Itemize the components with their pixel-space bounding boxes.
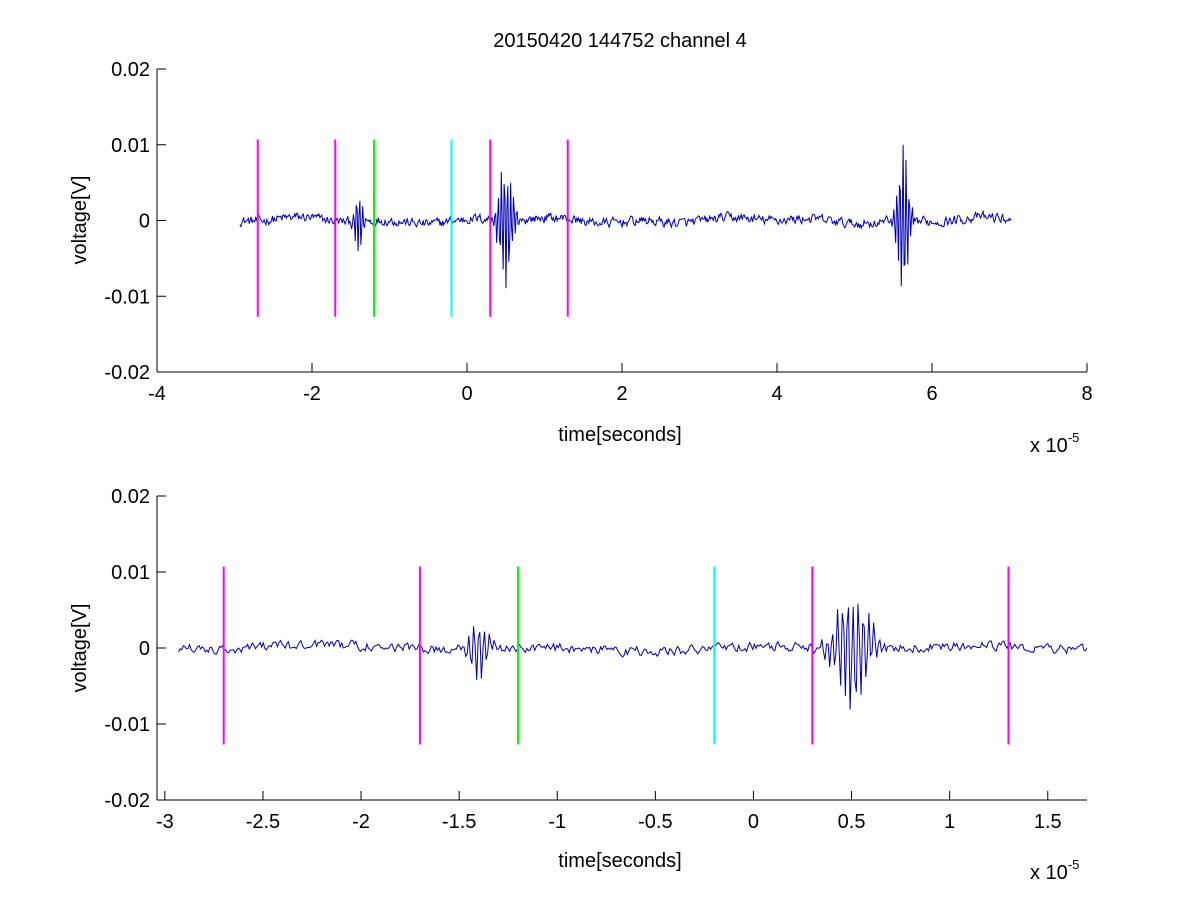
bottom-y-axis-label: voltage[V] [69, 604, 91, 693]
bottom-x-tick-label: 1 [944, 811, 955, 833]
bottom-x-tick-label: -3 [156, 811, 174, 833]
top-x-exponent: x 10-5 [1030, 430, 1079, 457]
top-axes: -4 -2 0 2 4 6 8 0.02 0.01 0 -0.01 -0.02 time[second… [69, 59, 1093, 457]
top-x-axis-label: time[seconds] [558, 424, 681, 446]
bottom-y-tick-label: -0.02 [104, 790, 150, 812]
bottom-x-tick-label: -1 [548, 811, 566, 833]
top-y-tick-label: 0.02 [111, 59, 150, 81]
bottom-x-tick-label: 1.5 [1034, 811, 1062, 833]
bottom-x-tick-label: -2 [352, 811, 370, 833]
top-y-tick-label: -0.01 [104, 286, 150, 308]
top-x-tick-label: 4 [771, 383, 782, 405]
bottom-y-tick-label: 0.02 [111, 486, 150, 508]
bottom-x-tick-label: -1.5 [442, 811, 476, 833]
top-y-tick-label: -0.02 [104, 362, 150, 384]
top-y-axis-label: voltage[V] [69, 176, 91, 265]
bottom-x-tick-label: -2.5 [246, 811, 280, 833]
top-x-tick-label: 2 [616, 383, 627, 405]
bottom-y-tick-label: 0.01 [111, 562, 150, 584]
top-x-tick-label: 6 [926, 383, 937, 405]
figure-title: 20150420 144752 channel 4 [493, 30, 747, 52]
top-y-tick-label: 0.01 [111, 135, 150, 157]
bottom-x-exponent: x 10-5 [1030, 857, 1079, 884]
bottom-x-axis-label: time[seconds] [558, 850, 681, 872]
top-signal-line [239, 144, 1012, 289]
top-x-tick-label: -4 [148, 383, 166, 405]
top-x-tick-label: 8 [1081, 383, 1092, 405]
bottom-y-tick-label: 0 [139, 638, 150, 660]
top-x-tick-label: -2 [303, 383, 321, 405]
bottom-y-tick-label: -0.01 [104, 714, 150, 736]
bottom-x-tick-label: 0 [748, 811, 759, 833]
bottom-signal-line [178, 603, 1087, 710]
top-y-tick-label: 0 [139, 211, 150, 233]
bottom-x-tick-label: -0.5 [638, 811, 672, 833]
bottom-axes: -3 -2.5 -2 -1.5 -1 -0.5 0 0.5 1 1.5 0.02 0.01 0 -0.01… [69, 486, 1087, 884]
bottom-x-tick-label: 0.5 [838, 811, 866, 833]
top-x-tick-label: 0 [461, 383, 472, 405]
